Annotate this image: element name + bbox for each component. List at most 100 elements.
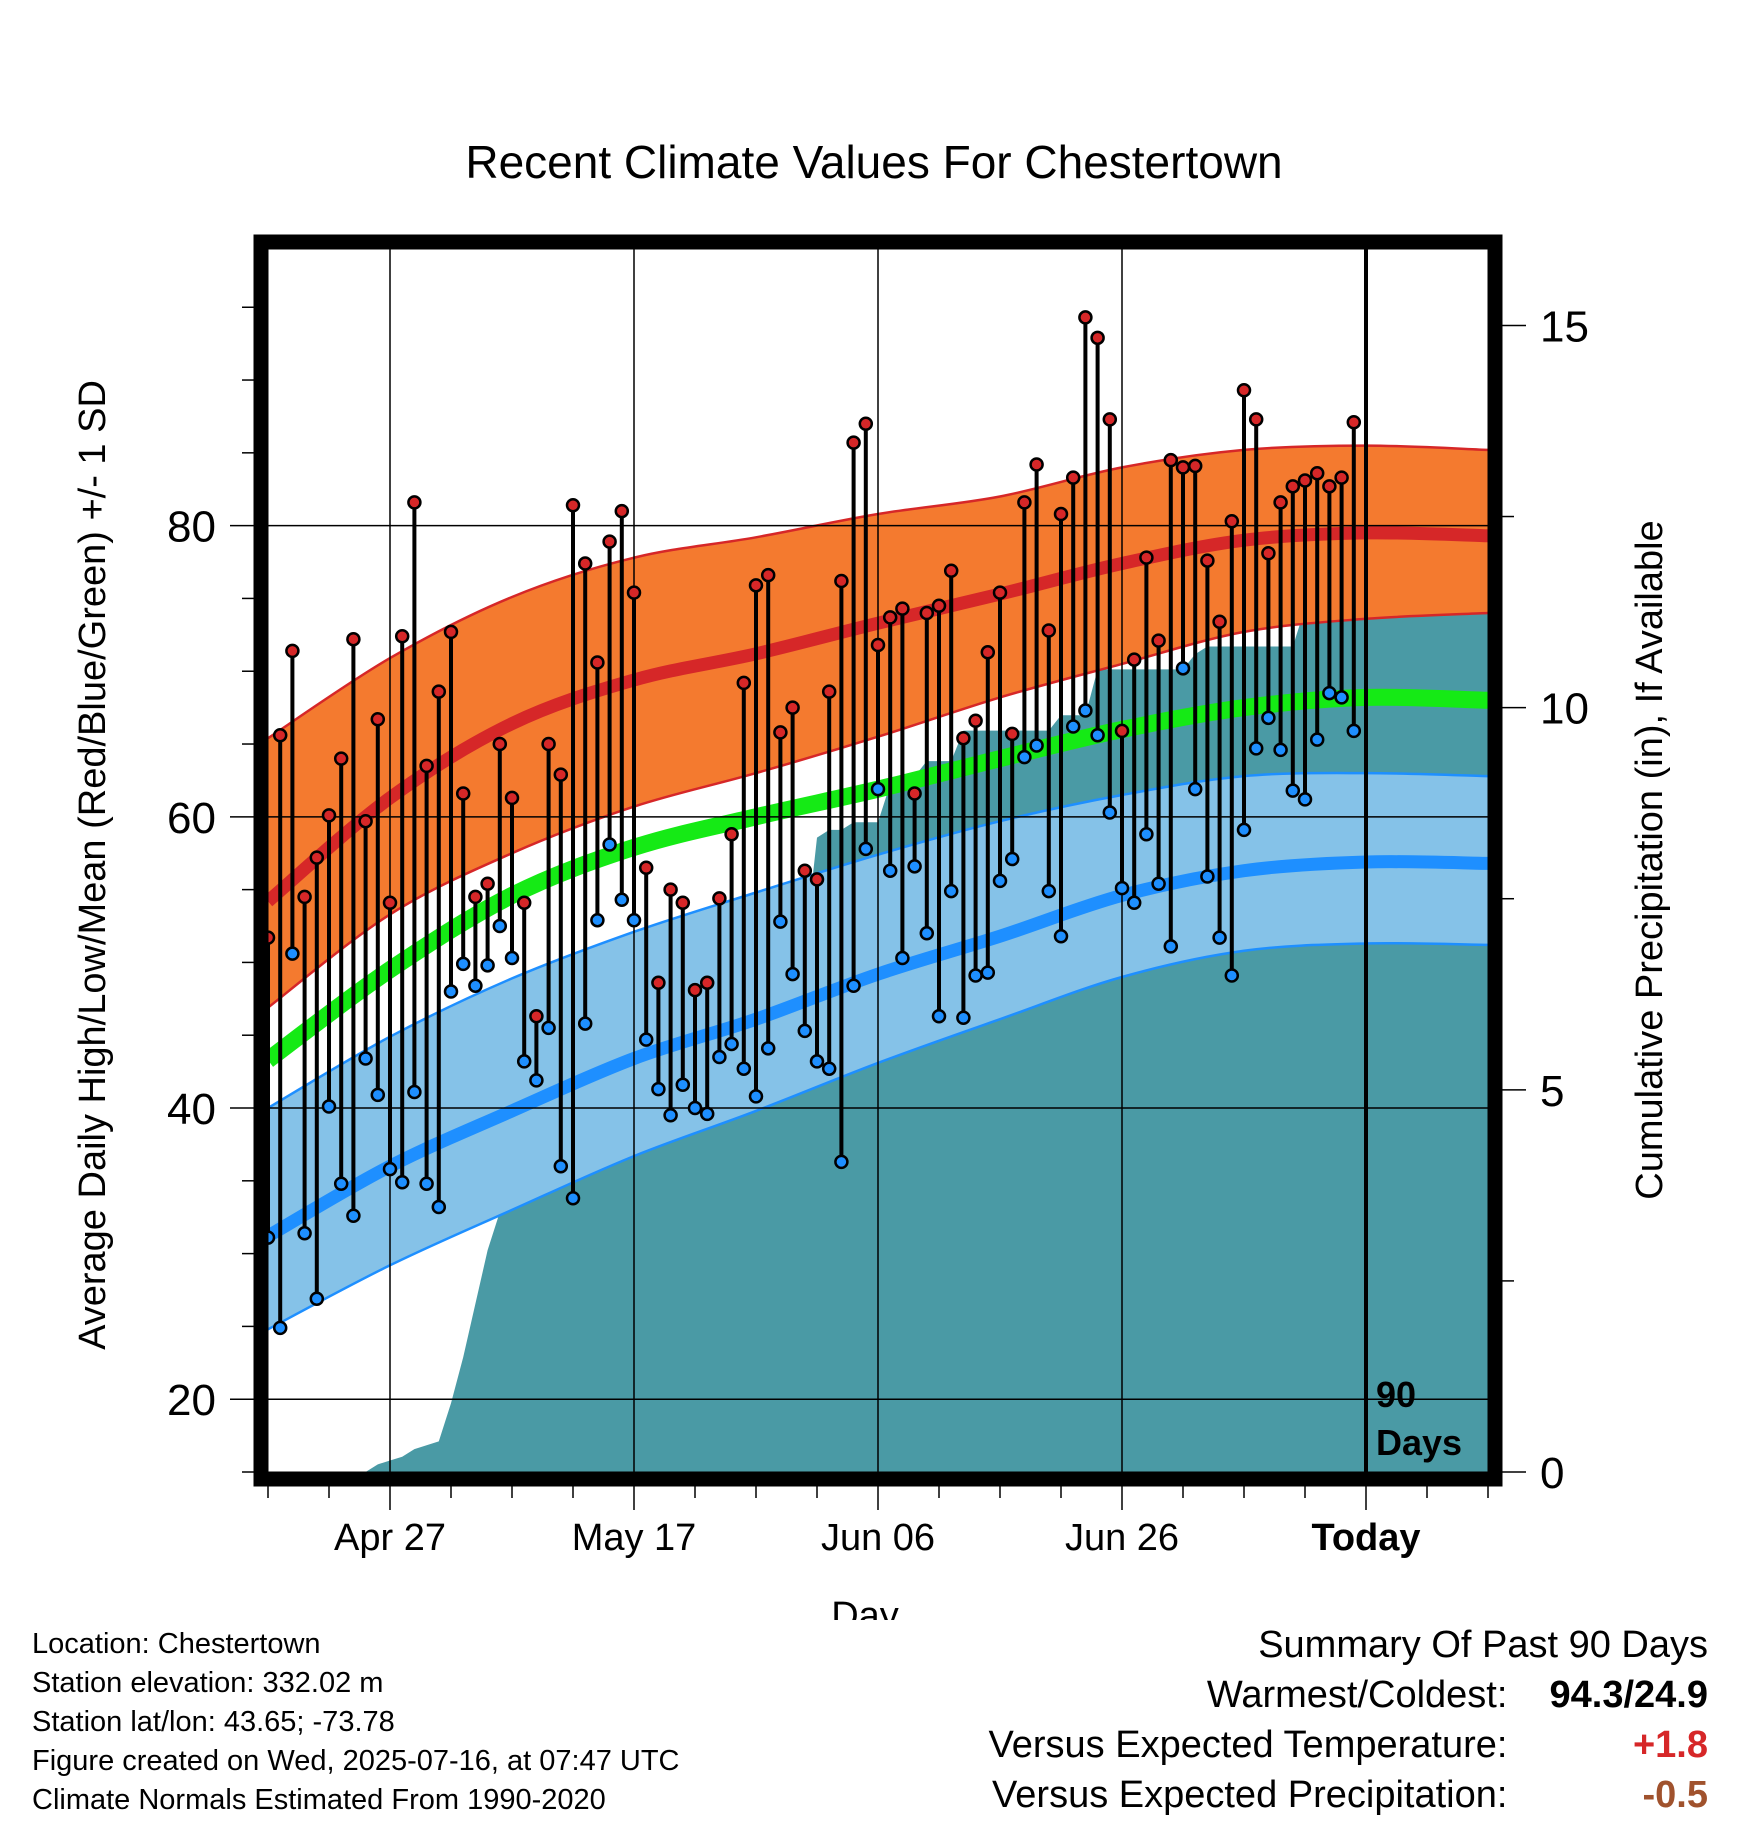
observed-low-point [285, 946, 300, 961]
observed-high-point [1187, 458, 1203, 474]
observed-low-point [297, 1225, 312, 1241]
x-axis-label: Day [831, 1595, 899, 1620]
observed-high-point [663, 882, 678, 897]
observed-low-point [577, 1016, 593, 1031]
observed-low-point [638, 1032, 654, 1047]
temp-vs-expected-row: Versus Expected Temperature: +1.8 [989, 1720, 1708, 1770]
observed-low-point [834, 1154, 849, 1170]
observed-high-point [858, 416, 874, 431]
observed-high-point [394, 629, 410, 644]
observed-high-point [1139, 550, 1154, 565]
observed-low-point [1322, 685, 1337, 701]
observed-low-point [992, 873, 1008, 889]
observed-low-point [553, 1159, 569, 1174]
observed-high-point [1053, 506, 1069, 522]
observed-high-point [565, 497, 581, 513]
observed-low-point [943, 883, 959, 899]
y-tick-label-right: 5 [1540, 1067, 1564, 1116]
y-tick-label-left: 20 [167, 1376, 216, 1425]
observed-low-point [272, 1320, 288, 1336]
observed-high-point [541, 736, 556, 752]
observed-low-point [346, 1208, 361, 1224]
observed-high-point [590, 655, 605, 670]
y-tick-label-left: 80 [167, 503, 216, 552]
observed-high-point [797, 863, 813, 878]
observed-high-point [1285, 479, 1301, 494]
observed-low-point [358, 1051, 373, 1066]
observed-low-point [651, 1081, 666, 1097]
observed-high-point [931, 598, 947, 613]
observed-low-point [394, 1175, 410, 1190]
observed-high-point [272, 728, 288, 743]
normals-text: Climate Normals Estimated From 1990-2020 [32, 1784, 606, 1816]
observed-high-point [1334, 470, 1349, 485]
observed-high-point [821, 684, 837, 699]
x-tick-label: Apr 27 [334, 1517, 446, 1559]
observed-low-point [1261, 710, 1276, 726]
observed-low-point [748, 1089, 764, 1104]
observed-high-point [382, 895, 398, 910]
observed-low-point [1151, 876, 1166, 892]
observed-high-point [1322, 479, 1337, 494]
observed-low-point [529, 1073, 544, 1088]
observed-low-point [492, 918, 508, 934]
warmest-coldest-row: Warmest/Coldest: 94.3/24.9 [989, 1670, 1708, 1720]
observed-high-point [480, 876, 495, 892]
y-tick-label-right: 0 [1540, 1449, 1564, 1498]
observed-high-point [785, 700, 800, 715]
observed-high-point [492, 736, 508, 752]
observed-high-point [895, 601, 910, 616]
observed-high-point [724, 827, 739, 842]
observed-high-point [626, 585, 642, 600]
observed-high-point [346, 631, 361, 647]
observed-low-point [504, 950, 520, 966]
observed-low-point [614, 892, 630, 908]
x-tick-label: Today [1311, 1517, 1420, 1559]
observed-high-point [834, 573, 849, 589]
observed-low-point [699, 1106, 715, 1122]
observed-high-point [1248, 412, 1264, 427]
observed-low-point [565, 1191, 581, 1206]
observed-high-point [285, 643, 300, 659]
observed-high-point [1041, 623, 1057, 638]
observed-high-point [907, 786, 922, 801]
observed-high-point [699, 975, 715, 991]
observed-high-point [1065, 470, 1081, 485]
observed-low-point [882, 863, 898, 878]
observed-high-point [1261, 546, 1276, 561]
observed-low-point [846, 978, 861, 993]
observed-low-point [455, 956, 471, 972]
observed-high-point [1200, 553, 1215, 568]
axes: 20 40 60 80 0 5 10 15 Apr 27 May 17 Jun 06 Jun 26 To… [167, 234, 1589, 1559]
observed-low-point [736, 1061, 752, 1076]
observed-low-point [712, 1049, 727, 1065]
observed-low-point [1078, 703, 1093, 718]
observed-low-point [382, 1161, 398, 1177]
x-tick-label: May 17 [572, 1517, 697, 1559]
observed-high-point [516, 895, 532, 910]
observed-high-point [1004, 726, 1020, 742]
observed-high-point [675, 895, 691, 910]
observed-high-point [602, 534, 617, 549]
observed-high-point [773, 725, 788, 740]
observed-low-point [1285, 783, 1301, 798]
observed-low-point [480, 958, 495, 973]
elevation-text: Station elevation: 332.02 m [32, 1667, 384, 1699]
y-tick-label-left: 40 [167, 1085, 216, 1134]
observed-low-point [468, 978, 483, 993]
observed-high-point [651, 975, 666, 991]
observed-high-point [1102, 412, 1118, 427]
observed-low-point [516, 1054, 532, 1069]
observed-low-point [1114, 880, 1130, 896]
observed-high-point [687, 982, 703, 998]
observed-high-point [809, 872, 825, 887]
temp-vs-expected-value: +1.8 [1632, 1724, 1708, 1766]
observed-high-point [370, 712, 386, 727]
observed-high-point [1175, 460, 1191, 475]
observed-low-point [1126, 895, 1142, 910]
precip-vs-expected-row: Versus Expected Precipitation: -0.5 [989, 1770, 1708, 1820]
observed-high-point [529, 1009, 544, 1024]
observed-high-point [968, 713, 983, 728]
observed-low-point [407, 1084, 422, 1100]
observed-low-point [785, 966, 800, 982]
